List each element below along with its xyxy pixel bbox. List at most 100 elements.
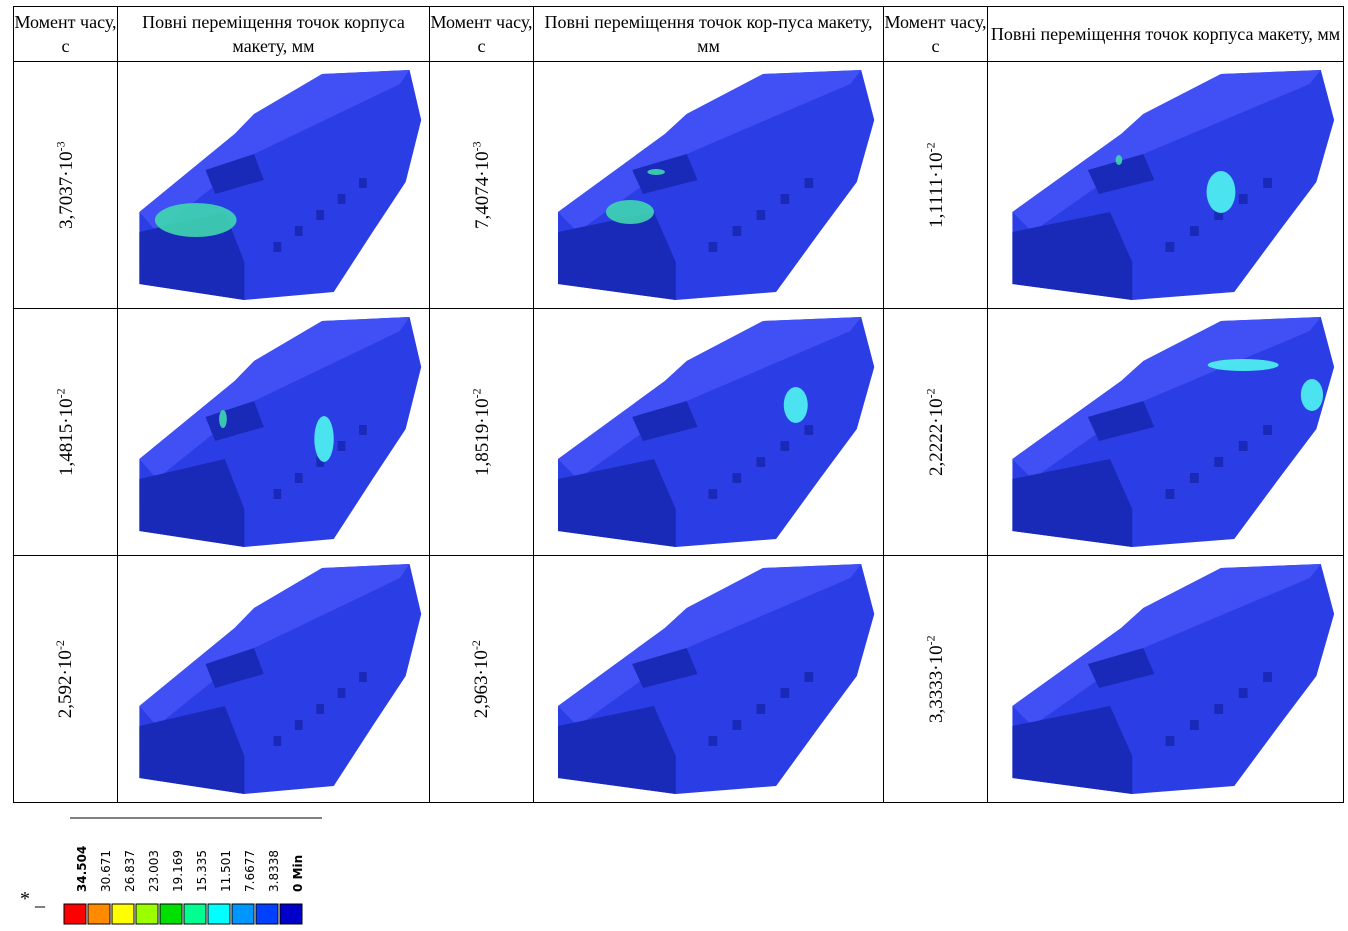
wheel-bump — [804, 425, 814, 435]
vehicle-deformation-image — [1012, 70, 1335, 300]
wheel-bump — [780, 194, 790, 204]
wheel-bump — [756, 704, 766, 714]
time-header-2: Момент часу, с — [429, 6, 534, 62]
hull-hatch — [1087, 648, 1155, 688]
wheel-bump — [1189, 226, 1199, 236]
time-mantissa: 1,8519·10 — [471, 398, 493, 476]
displacement-figure-cell — [533, 555, 884, 803]
wheel-bump — [756, 210, 766, 220]
time-cell: 7,4074·10-3 — [429, 61, 534, 309]
wheel-bump — [804, 178, 814, 188]
wheel-bump — [1238, 194, 1248, 204]
wheel-bump — [359, 672, 367, 682]
time-value: 1,8519·10-2 — [469, 388, 493, 476]
legend-swatch — [279, 903, 303, 925]
table-row: 2,592·10-2 2,963·10-2 3,3333·10-2 — [13, 555, 1344, 803]
displacement-figure-cell — [987, 308, 1344, 556]
wheel-bump — [316, 457, 325, 467]
displacement-hotspot — [1300, 379, 1324, 411]
wheel-bump — [294, 226, 303, 236]
vehicle-deformation-image — [139, 564, 422, 794]
header-row: Момент часу, с Повні переміщення точок к… — [13, 6, 1344, 62]
displacement-hotspot — [314, 416, 334, 462]
hull-front — [557, 212, 676, 300]
table-row: 1,4815·10-2 1,8519·10-2 2,2222·10-2 — [13, 308, 1344, 556]
wheel-bump — [1189, 473, 1199, 483]
legend-value: 11.501 — [219, 850, 233, 892]
hull-front — [1012, 459, 1133, 547]
time-mantissa: 7,4074·10 — [471, 151, 493, 229]
time-value: 1,1111·10-2 — [923, 142, 947, 227]
wheel-bump — [359, 178, 367, 188]
wheel-bump — [337, 688, 346, 698]
hull-top — [557, 317, 862, 479]
time-value: 7,4074·10-3 — [469, 141, 493, 229]
legend-value: 26.837 — [123, 850, 137, 892]
legend-value: 7.6677 — [243, 850, 257, 892]
hull-front — [1012, 212, 1133, 300]
time-exponent: -2 — [923, 388, 938, 399]
time-cell: 3,7037·10-3 — [13, 61, 118, 309]
time-value: 2,963·10-2 — [469, 640, 493, 718]
legend-swatch — [183, 903, 207, 925]
time-exponent: -2 — [53, 388, 68, 399]
time-exponent: -2 — [469, 388, 484, 399]
legend-value: 19.169 — [171, 850, 185, 892]
wheel-bump — [1165, 489, 1175, 499]
wheel-bump — [294, 720, 303, 730]
hull-top — [1012, 70, 1321, 232]
wheel-bump — [273, 736, 282, 746]
time-exponent: -2 — [53, 639, 68, 650]
wheel-bump — [1263, 178, 1272, 188]
displacement-figure-cell — [117, 61, 430, 309]
vehicle-deformation-image — [557, 317, 875, 547]
displacement-hotspot — [647, 169, 665, 175]
vehicle-deformation-image — [139, 317, 422, 547]
legend-swatch — [231, 903, 255, 925]
legend-value: 3.8338 — [267, 850, 281, 892]
legend-swatch — [87, 903, 111, 925]
wheel-bump — [316, 210, 325, 220]
time-exponent: -2 — [469, 639, 484, 650]
time-cell: 3,3333·10-2 — [883, 555, 988, 803]
legend-value: 34.504 — [75, 846, 89, 892]
wheel-bump — [1165, 736, 1175, 746]
displacement-hotspot — [154, 203, 237, 237]
legend-value: 30.671 — [99, 850, 113, 892]
color-legend: 34.504 30.671 26.837 23.003 19.169 15.335 11.5… — [63, 817, 322, 925]
wheel-bump — [1263, 425, 1272, 435]
legend-swatch — [135, 903, 159, 925]
hull-front — [557, 706, 676, 794]
hull-hatch — [205, 154, 264, 194]
time-cell: 1,1111·10-2 — [883, 61, 988, 309]
legend-swatch — [63, 903, 87, 925]
wheel-bump — [732, 226, 742, 236]
displacement-header-2: Повні переміщення точок кор-пуса макету,… — [533, 6, 884, 62]
wheel-bump — [1214, 457, 1224, 467]
time-mantissa: 2,963·10 — [471, 649, 493, 719]
hull-front — [139, 459, 245, 547]
time-value: 2,2222·10-2 — [923, 388, 947, 476]
wheel-bump — [273, 242, 282, 252]
hull-hatch — [632, 401, 698, 441]
hull-front — [557, 459, 676, 547]
time-cell: 1,4815·10-2 — [13, 308, 118, 556]
legend-value: 23.003 — [147, 850, 161, 892]
wheel-bump — [708, 736, 718, 746]
wheel-bump — [780, 441, 790, 451]
displacement-figure-cell — [117, 555, 430, 803]
wheel-bump — [732, 473, 742, 483]
legend-value: 15.335 — [195, 850, 209, 892]
hull-hatch — [632, 648, 698, 688]
table-row: 3,7037·10-3 7,4074·10-3 1,1111·10-2 — [13, 61, 1344, 309]
displacement-figure-cell — [117, 308, 430, 556]
time-cell: 2,592·10-2 — [13, 555, 118, 803]
wheel-bump — [1214, 704, 1224, 714]
wheel-bump — [359, 425, 367, 435]
wheel-bump — [1189, 720, 1199, 730]
vehicle-deformation-image — [1012, 317, 1335, 547]
vehicle-deformation-image — [557, 70, 875, 300]
results-table: Момент часу, с Повні переміщення точок к… — [13, 6, 1344, 803]
displacement-hotspot — [783, 387, 808, 423]
time-exponent: -2 — [923, 142, 938, 153]
